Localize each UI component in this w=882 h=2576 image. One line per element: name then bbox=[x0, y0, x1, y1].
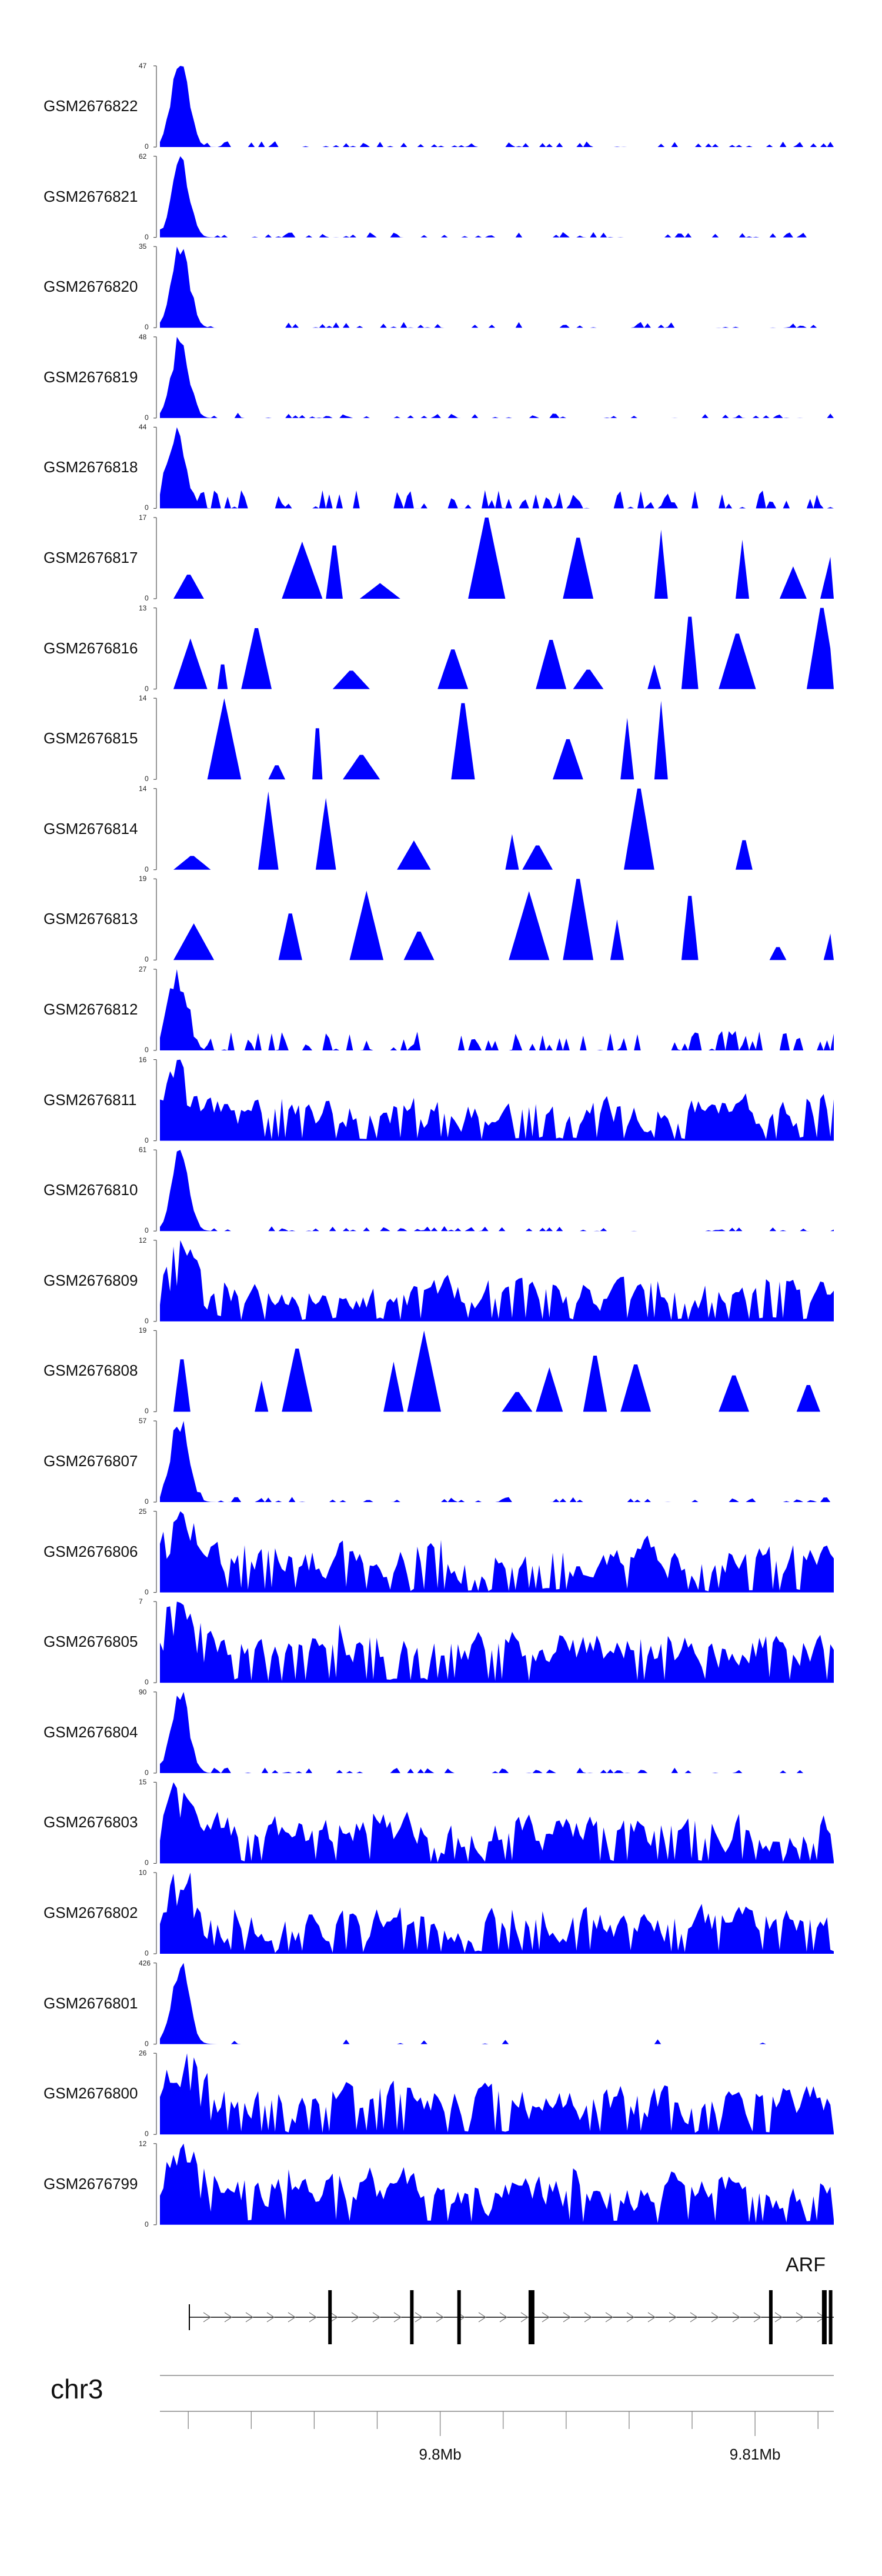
exon-block bbox=[528, 2290, 534, 2344]
strand-arrow bbox=[499, 2312, 508, 2323]
coverage-area bbox=[160, 1330, 834, 1412]
coverage-area bbox=[160, 336, 834, 418]
strand-arrow bbox=[753, 2312, 762, 2323]
coverage-area bbox=[160, 788, 834, 870]
strand-arrow bbox=[669, 2312, 677, 2323]
strand-arrow bbox=[796, 2312, 804, 2323]
exon-block bbox=[828, 2290, 833, 2344]
coverage-area bbox=[160, 1601, 834, 1683]
coverage-area bbox=[160, 246, 834, 328]
coverage-area bbox=[160, 1963, 834, 2044]
track-GSM2676817 bbox=[153, 517, 834, 599]
strand-arrow bbox=[203, 2312, 212, 2323]
coverage-tracks bbox=[153, 65, 834, 2225]
coverage-area bbox=[160, 879, 834, 960]
strand-arrow bbox=[415, 2312, 423, 2323]
track-GSM2676799 bbox=[153, 2143, 834, 2225]
strand-arrow bbox=[245, 2312, 254, 2323]
strand-arrow bbox=[732, 2312, 741, 2323]
coverage-area bbox=[160, 518, 834, 599]
coverage-area bbox=[160, 1782, 834, 1864]
exon-block bbox=[821, 2290, 827, 2344]
strand-arrow bbox=[372, 2312, 381, 2323]
track-GSM2676819 bbox=[153, 336, 834, 419]
track-GSM2676812 bbox=[153, 969, 834, 1051]
strand-arrow bbox=[478, 2312, 487, 2323]
track-GSM2676805 bbox=[153, 1601, 834, 1683]
track-GSM2676801 bbox=[153, 1963, 834, 2045]
strand-arrow bbox=[309, 2312, 318, 2323]
coverage-area bbox=[160, 1511, 834, 1593]
track-GSM2676818 bbox=[153, 426, 834, 509]
track-GSM2676800 bbox=[153, 2053, 834, 2135]
strand-arrow bbox=[520, 2312, 529, 2323]
strand-arrow bbox=[288, 2312, 296, 2323]
coverage-area bbox=[160, 66, 834, 147]
track-GSM2676810 bbox=[153, 1149, 834, 1232]
track-GSM2676803 bbox=[153, 1781, 834, 1864]
strand-arrow bbox=[351, 2312, 360, 2323]
track-GSM2676814 bbox=[153, 788, 834, 870]
coverage-area bbox=[160, 427, 834, 509]
strand-arrow bbox=[436, 2312, 445, 2323]
track-GSM2676821 bbox=[153, 156, 834, 238]
coverage-area bbox=[160, 1059, 834, 1141]
track-GSM2676813 bbox=[153, 878, 834, 961]
coverage-area bbox=[160, 1873, 834, 1954]
track-GSM2676806 bbox=[153, 1511, 834, 1593]
strand-arrow bbox=[626, 2312, 635, 2323]
strand-arrow bbox=[224, 2312, 233, 2323]
track-GSM2676822 bbox=[153, 65, 834, 148]
track-GSM2676804 bbox=[153, 1691, 834, 1774]
track-GSM2676815 bbox=[153, 698, 834, 780]
coverage-area bbox=[160, 608, 834, 689]
strand-arrow bbox=[563, 2312, 572, 2323]
exon-block bbox=[328, 2290, 332, 2344]
strand-arrow bbox=[605, 2312, 614, 2323]
strand-arrow bbox=[393, 2312, 402, 2323]
strand-arrow bbox=[266, 2312, 275, 2323]
coverage-area bbox=[160, 969, 834, 1050]
track-GSM2676809 bbox=[153, 1240, 834, 1322]
strand-arrow bbox=[690, 2312, 699, 2323]
strand-arrow bbox=[711, 2312, 720, 2323]
genome-axis-track bbox=[160, 2375, 834, 2436]
coverage-area bbox=[160, 2053, 834, 2135]
exon-block bbox=[410, 2290, 414, 2344]
track-GSM2676820 bbox=[153, 246, 834, 328]
coverage-area bbox=[160, 1691, 834, 1773]
exon-block bbox=[769, 2290, 773, 2344]
coverage-area bbox=[160, 1150, 834, 1232]
gene-model-track bbox=[189, 2290, 834, 2344]
coverage-area bbox=[160, 1240, 834, 1322]
strand-arrow bbox=[774, 2312, 783, 2323]
coverage-area bbox=[160, 1421, 834, 1502]
coverage-area bbox=[160, 698, 834, 780]
track-GSM2676808 bbox=[153, 1330, 834, 1412]
track-GSM2676816 bbox=[153, 607, 834, 690]
track-GSM2676811 bbox=[153, 1059, 834, 1142]
coverage-area bbox=[160, 2143, 834, 2225]
strand-arrow bbox=[542, 2312, 550, 2323]
strand-arrow bbox=[330, 2312, 339, 2323]
strand-arrow bbox=[647, 2312, 656, 2323]
exon-block bbox=[457, 2290, 461, 2344]
coverage-area bbox=[160, 156, 834, 238]
track-GSM2676807 bbox=[153, 1420, 834, 1503]
strand-arrow bbox=[584, 2312, 593, 2323]
track-GSM2676802 bbox=[153, 1872, 834, 1954]
